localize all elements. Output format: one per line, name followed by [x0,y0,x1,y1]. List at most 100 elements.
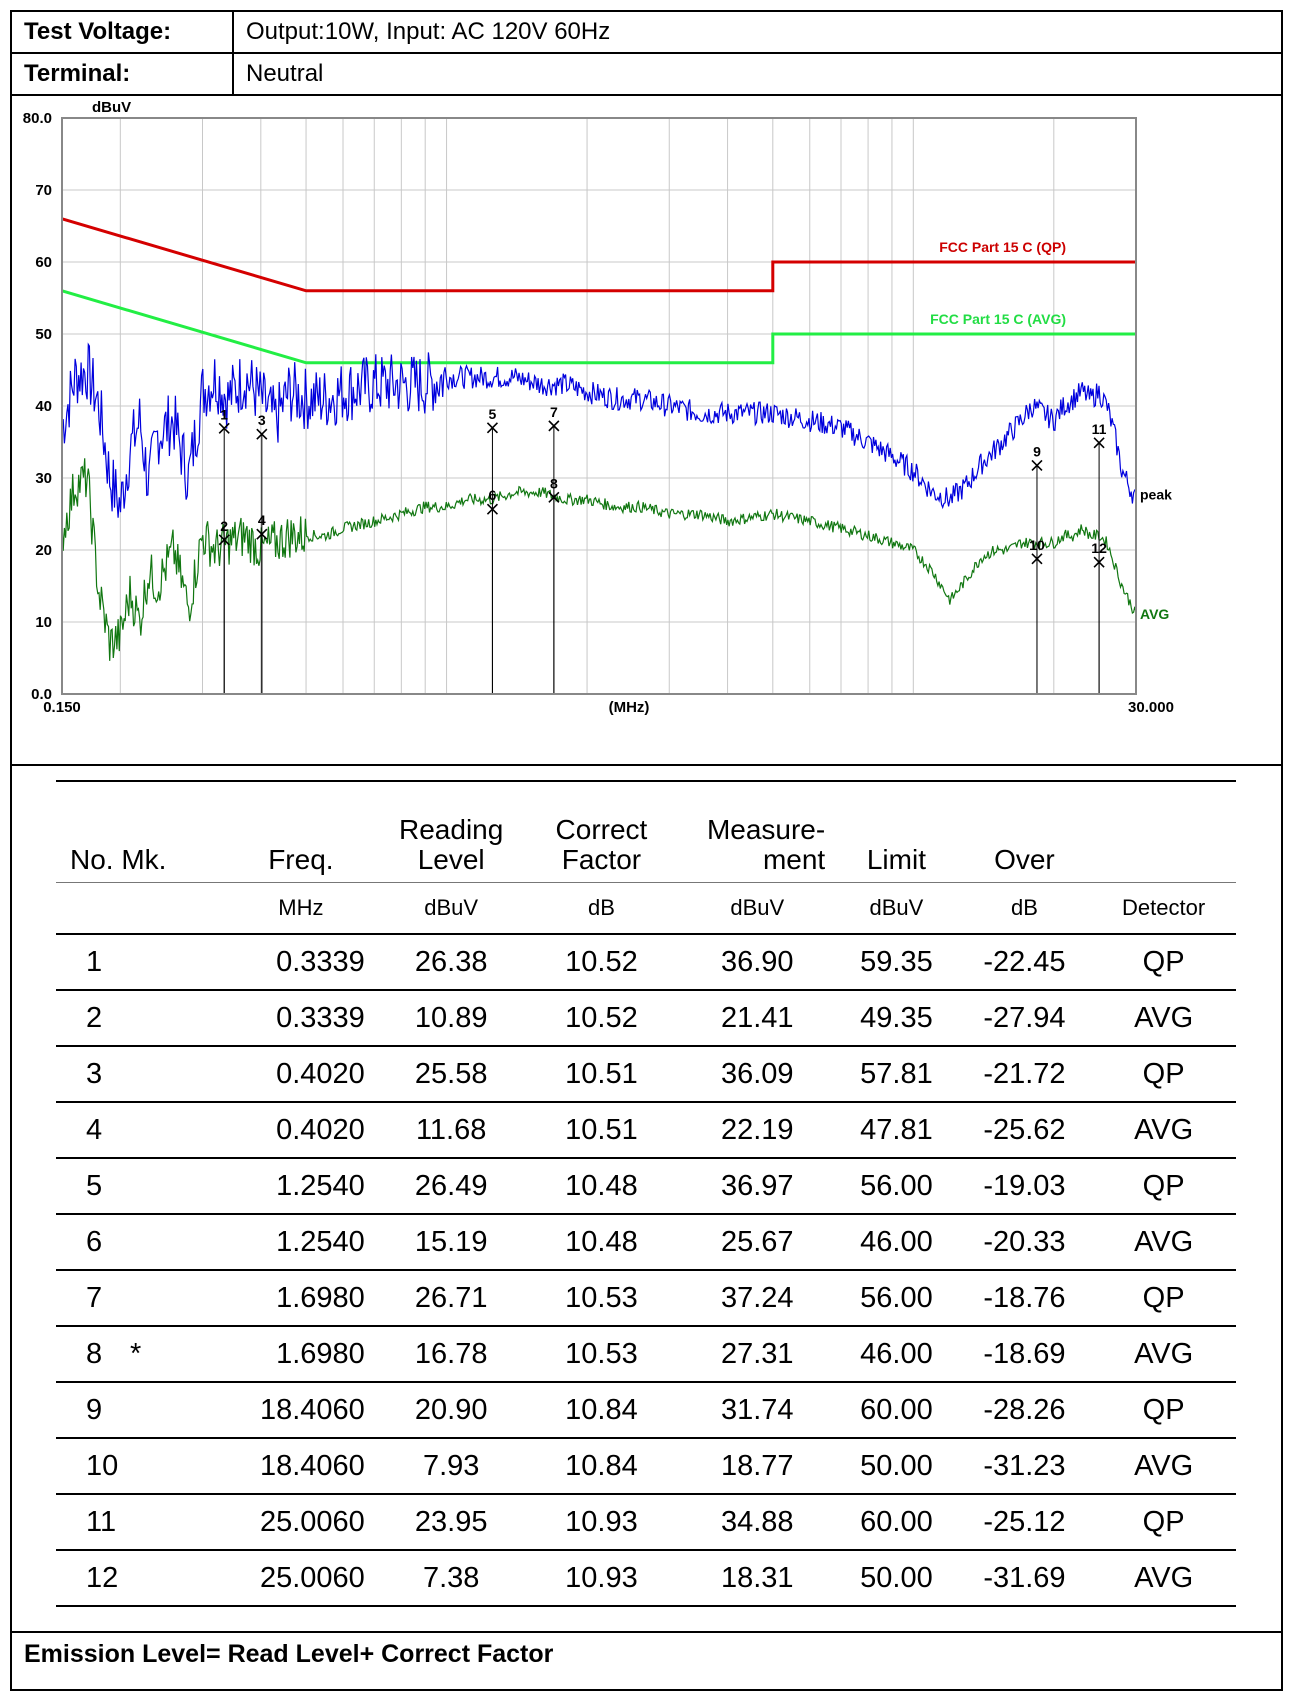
table-cell-freq: 0.3339 [222,934,379,991]
table-cell-reading: 7.93 [378,1438,524,1495]
x-tick-label: 30.000 [1128,699,1174,716]
table-cell-detector: AVG [1091,1326,1236,1383]
plot-border [61,117,1137,695]
table-cell-freq: 0.4020 [222,1046,379,1103]
header-over: Over [957,780,1092,883]
unit-no-blank [56,882,223,935]
row-number: 3 [86,1057,103,1090]
table-cell-measure: 25.67 [679,1214,836,1271]
footer-divider [10,1631,1283,1633]
table-cell-no: 1 [56,934,223,991]
table-cell-freq: 0.3339 [222,990,379,1047]
table-cell-no: 8 * [56,1326,223,1383]
table-cell-freq: 1.6980 [222,1270,379,1327]
table-cell-reading: 15.19 [378,1214,524,1271]
row-number: 8 [86,1337,103,1370]
table-row: 12 25.0060 7.38 10.93 18.31 50.00 -31.69 AVG [56,1550,1236,1607]
row-number: 12 [86,1561,119,1594]
marker-x [256,528,268,540]
header-limit: Limit [835,780,958,883]
terminal-label: Terminal: [12,54,234,94]
table-cell-measure: 18.31 [679,1550,836,1607]
marker-label: 3 [258,412,266,428]
x-axis-label: (MHz) [609,699,650,716]
marker-label: 7 [550,404,558,420]
table-cell-limit: 46.00 [835,1214,958,1271]
row-number: 11 [86,1505,117,1538]
unit-measure: dBuV [679,882,836,935]
y-tick-label: 70 [35,182,52,199]
table-cell-over: -31.69 [957,1550,1092,1607]
table-cell-no: 10 [56,1438,223,1495]
table-cell-limit: 57.81 [835,1046,958,1103]
table-cell-limit: 59.35 [835,934,958,991]
marker-x [218,422,230,434]
table-cell-over: -19.03 [957,1158,1092,1215]
table-cell-freq: 0.4020 [222,1102,379,1159]
qp-limit-label: FCC Part 15 C (QP) [939,239,1066,255]
row-number: 6 [86,1225,103,1258]
header-reading-line2: Level [417,843,485,875]
table-cell-freq: 1.2540 [222,1214,379,1271]
y-axis-label: dBuV [92,100,131,116]
test-voltage-row: Test Voltage: Output:10W, Input: AC 120V… [10,10,1283,54]
header-detector-blank [1091,780,1236,883]
emission-chart: 0.0 10 20 30 40 50 60 70 80.0 dBuV 0.150 30.000 (MHz… [23,100,1174,716]
results-table: No. Mk. Freq. Reading Level Correct Factor… [56,780,1236,1607]
table-cell-measure: 27.31 [679,1326,836,1383]
y-tick-label: 50 [35,326,52,343]
marker-x [1031,459,1043,472]
marker-label: 1 [220,406,228,422]
table-row: 8 * 1.6980 16.78 10.53 27.31 46.00 -18.69 AVG [56,1326,1236,1383]
header-correct: Correct Factor [523,780,680,883]
y-tick-label: 40 [35,398,52,415]
table-cell-correct: 10.52 [523,934,680,991]
marker-x [1093,437,1105,449]
table-row: 7 1.6980 26.71 10.53 37.24 56.00 -18.76 QP [56,1270,1236,1327]
table-cell-correct: 10.84 [523,1382,680,1439]
avg-trace-label: AVG [1140,606,1169,622]
table-cell-correct: 10.48 [523,1214,680,1271]
table-cell-over: -31.23 [957,1438,1092,1495]
table-row: 1 0.3339 26.38 10.52 36.90 59.35 -22.45 QP [56,934,1236,991]
row-number: 7 [86,1281,103,1314]
table-cell-detector: QP [1091,1270,1236,1327]
table-cell-no: 2 [56,990,223,1047]
table-cell-over: -25.12 [957,1494,1092,1551]
table-row: 9 18.4060 20.90 10.84 31.74 60.00 -28.26 QP [56,1382,1236,1439]
table-cell-limit: 50.00 [835,1550,958,1607]
unit-over: dB [957,882,1092,935]
table-cell-correct: 10.53 [523,1326,680,1383]
y-tick-label: 10 [35,614,52,631]
header-reading: Reading Level [378,780,524,883]
header-correct-line1: Correct [555,814,648,846]
header-measure-line1: Measure- [706,814,826,846]
marker-label: 6 [489,487,497,503]
table-cell-no: 5 [56,1158,223,1215]
avg-limit-label: FCC Part 15 C (AVG) [930,311,1066,327]
table-row: 5 1.2540 26.49 10.48 36.97 56.00 -19.03 QP [56,1158,1236,1215]
avg-limit-line [61,289,1136,365]
table-cell-over: -21.72 [957,1046,1092,1103]
y-tick-label: 20 [35,542,52,559]
table-cell-detector: QP [1091,934,1236,991]
marker-x [486,503,499,515]
unit-reading: dBuV [378,882,524,935]
table-cell-no: 12 [56,1550,223,1607]
terminal-value: Neutral [246,60,324,87]
table-cell-reading: 7.38 [378,1550,524,1607]
marker-x [1031,553,1043,565]
peak-trace [61,342,1137,518]
table-row: 10 18.4060 7.93 10.84 18.77 50.00 -31.23 AVG [56,1438,1236,1495]
footer-formula: Emission Level= Read Level+ Correct Fact… [24,1640,554,1668]
y-tick-label: 30 [35,470,52,487]
marker-x [256,428,268,440]
table-cell-over: -22.45 [957,934,1092,991]
row-number: 10 [86,1449,119,1482]
table-cell-measure: 22.19 [679,1102,836,1159]
y-tick-label: 0.0 [31,686,52,703]
table-cell-limit: 56.00 [835,1158,958,1215]
table-cell-reading: 23.95 [378,1494,524,1551]
test-voltage-label: Test Voltage: [12,12,234,52]
table-cell-limit: 46.00 [835,1326,958,1383]
